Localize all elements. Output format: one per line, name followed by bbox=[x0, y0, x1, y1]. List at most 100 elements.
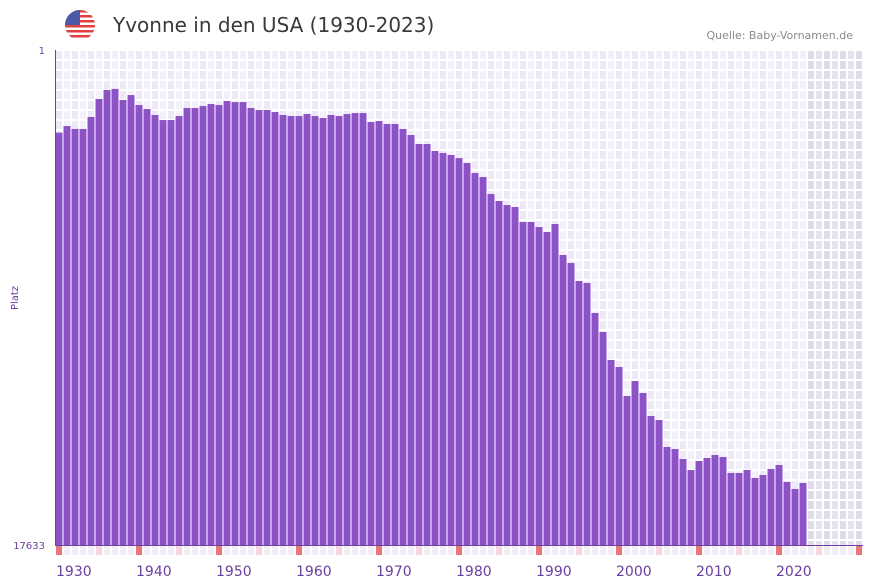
grid-cell bbox=[688, 281, 694, 289]
grid-cell bbox=[688, 251, 694, 259]
grid-cell bbox=[768, 361, 774, 369]
grid-cell bbox=[768, 181, 774, 189]
grid-cell bbox=[808, 521, 814, 529]
grid-cell bbox=[312, 81, 318, 89]
grid-cell bbox=[416, 61, 422, 69]
grid-cell bbox=[144, 61, 150, 69]
grid-cell bbox=[712, 361, 718, 369]
grid-cell bbox=[552, 81, 558, 89]
grid-cell bbox=[664, 71, 670, 79]
grid-cell bbox=[792, 381, 798, 389]
grid-cell bbox=[792, 151, 798, 159]
grid-cell bbox=[560, 221, 566, 229]
grid-cell bbox=[688, 351, 694, 359]
grid-cell bbox=[624, 291, 630, 299]
grid-cell bbox=[760, 51, 766, 59]
grid-cell bbox=[824, 261, 830, 269]
grid-cell bbox=[800, 251, 806, 259]
grid-cell bbox=[776, 81, 782, 89]
grid-cell bbox=[608, 181, 614, 189]
grid-cell bbox=[320, 61, 326, 69]
grid-cell bbox=[720, 371, 726, 379]
grid-cell bbox=[720, 251, 726, 259]
grid-cell bbox=[760, 271, 766, 279]
grid-cell bbox=[832, 471, 838, 479]
grid-cell bbox=[720, 441, 726, 449]
grid-cell bbox=[832, 101, 838, 109]
grid-cell bbox=[704, 111, 710, 119]
grid-cell bbox=[504, 61, 510, 69]
grid-cell bbox=[744, 151, 750, 159]
grid-cell bbox=[656, 281, 662, 289]
grid-cell bbox=[768, 191, 774, 199]
grid-cell bbox=[488, 151, 494, 159]
grid-cell bbox=[496, 51, 502, 59]
grid-cell bbox=[752, 281, 758, 289]
grid-cell bbox=[832, 151, 838, 159]
grid-cell bbox=[808, 451, 814, 459]
grid-cell bbox=[312, 51, 318, 59]
grid-cell bbox=[776, 371, 782, 379]
grid-cell bbox=[120, 51, 126, 59]
grid-cell bbox=[536, 121, 542, 129]
grid-cell bbox=[832, 91, 838, 99]
grid-cell bbox=[784, 61, 790, 69]
grid-cell bbox=[592, 201, 598, 209]
grid-cell bbox=[296, 111, 302, 119]
grid-cell bbox=[840, 201, 846, 209]
grid-cell bbox=[280, 61, 286, 69]
grid-cell bbox=[536, 161, 542, 169]
grid-cell bbox=[808, 311, 814, 319]
grid-cell bbox=[776, 211, 782, 219]
grid-cell bbox=[680, 71, 686, 79]
grid-cell bbox=[752, 71, 758, 79]
grid-cell bbox=[104, 81, 110, 89]
grid-cell bbox=[592, 291, 598, 299]
grid-cell bbox=[680, 151, 686, 159]
grid-cell bbox=[696, 81, 702, 89]
grid-cell bbox=[712, 281, 718, 289]
grid-cell bbox=[416, 131, 422, 139]
grid-cell bbox=[560, 151, 566, 159]
grid-cell bbox=[520, 111, 526, 119]
grid-cell bbox=[576, 81, 582, 89]
grid-cell bbox=[840, 291, 846, 299]
grid-cell bbox=[616, 251, 622, 259]
grid-cell bbox=[152, 71, 158, 79]
grid-cell bbox=[784, 351, 790, 359]
grid-cell bbox=[424, 131, 430, 139]
grid-cell bbox=[616, 351, 622, 359]
grid-cell bbox=[616, 141, 622, 149]
grid-cell bbox=[608, 111, 614, 119]
grid-cell bbox=[344, 81, 350, 89]
grid-cell bbox=[736, 451, 742, 459]
grid-cell bbox=[200, 101, 206, 109]
grid-cell bbox=[216, 101, 222, 109]
grid-cell bbox=[696, 381, 702, 389]
grid-cell bbox=[664, 111, 670, 119]
grid-cell bbox=[832, 421, 838, 429]
grid-cell bbox=[656, 381, 662, 389]
grid-cell bbox=[704, 401, 710, 409]
grid-cell bbox=[392, 101, 398, 109]
grid-cell bbox=[336, 51, 342, 59]
grid-cell bbox=[824, 401, 830, 409]
grid-cell bbox=[592, 121, 598, 129]
grid-cell bbox=[456, 61, 462, 69]
grid-cell bbox=[112, 61, 118, 69]
grid-cell bbox=[704, 271, 710, 279]
grid-cell bbox=[824, 481, 830, 489]
grid-cell bbox=[592, 271, 598, 279]
grid-cell bbox=[128, 91, 134, 99]
grid-cell bbox=[688, 141, 694, 149]
grid-cell bbox=[736, 121, 742, 129]
grid-cell bbox=[816, 501, 822, 509]
grid-cell bbox=[704, 441, 710, 449]
grid-cell bbox=[680, 391, 686, 399]
grid-cell bbox=[456, 91, 462, 99]
grid-cell bbox=[808, 421, 814, 429]
grid-cell bbox=[544, 131, 550, 139]
grid-cell bbox=[512, 91, 518, 99]
grid-cell bbox=[256, 91, 262, 99]
grid-cell bbox=[832, 171, 838, 179]
